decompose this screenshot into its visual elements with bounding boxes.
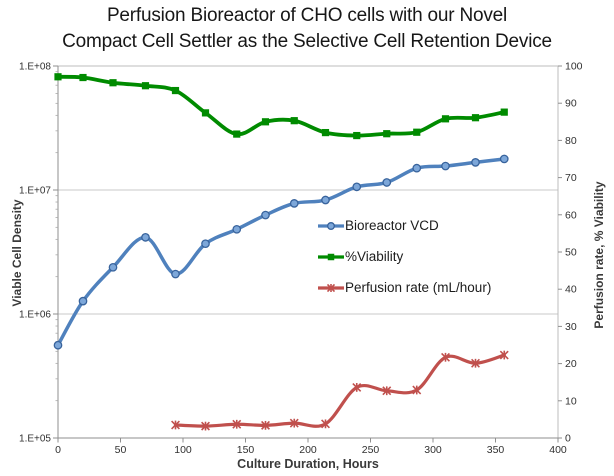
- svg-text:20: 20: [565, 358, 577, 370]
- svg-text:30: 30: [565, 321, 577, 333]
- svg-text:1.E+07: 1.E+07: [19, 186, 51, 197]
- legend-label-bioreactor-vcd: Bioreactor VCD: [345, 218, 439, 233]
- legend-label-perfusion-rate: Perfusion rate (mL/hour): [345, 280, 492, 295]
- legend-item-viability: %Viability: [318, 241, 491, 272]
- svg-text:400: 400: [549, 444, 567, 456]
- svg-text:150: 150: [237, 444, 255, 456]
- svg-text:40: 40: [565, 284, 577, 296]
- svg-text:50: 50: [115, 444, 127, 456]
- svg-text:10: 10: [565, 395, 577, 407]
- svg-text:100: 100: [565, 61, 583, 73]
- legend-item-bioreactor-vcd: Bioreactor VCD: [318, 210, 491, 241]
- svg-text:1.E+05: 1.E+05: [19, 434, 51, 445]
- svg-text:300: 300: [424, 444, 442, 456]
- chart-title: Perfusion Bioreactor of CHO cells with o…: [0, 3, 614, 54]
- svg-text:50: 50: [565, 247, 577, 259]
- svg-text:0: 0: [55, 444, 61, 456]
- x-axis-ticks: 0 50 100 150 200 250 300 350 400: [55, 438, 567, 456]
- legend-marker-viability: [318, 253, 344, 260]
- series-perfusion-rate-ml-hour-: [171, 350, 509, 431]
- right-axis-ticks: 0 10 20 30 40 50 60 70 80 90 100: [558, 61, 583, 445]
- svg-text:90: 90: [565, 98, 577, 110]
- svg-text:350: 350: [487, 444, 505, 456]
- legend: Bioreactor VCD %Viability Perfusion rate…: [318, 210, 491, 303]
- series-bioreactor-vcd: [53, 154, 509, 350]
- svg-text:100: 100: [174, 444, 192, 456]
- legend-marker-bioreactor-vcd: [318, 221, 344, 230]
- svg-text:1.E+06: 1.E+06: [19, 310, 51, 321]
- left-axis-title: Viable Cell Density: [10, 199, 24, 307]
- left-axis-ticks: 1.E+05 1.E+06 1.E+07 1.E+08: [19, 62, 58, 445]
- svg-text:250: 250: [362, 444, 380, 456]
- legend-item-perfusion-rate: Perfusion rate (mL/hour): [318, 272, 491, 303]
- svg-text:60: 60: [565, 209, 577, 221]
- svg-text:80: 80: [565, 135, 577, 147]
- svg-text:70: 70: [565, 172, 577, 184]
- legend-label-viability: %Viability: [345, 249, 404, 264]
- chart-title-line1: Perfusion Bioreactor of CHO cells with o…: [106, 5, 508, 26]
- gridlines: [58, 189, 558, 315]
- x-axis-title: Culture Duration, Hours: [237, 457, 379, 471]
- right-axis-title: Perfusion rate, % Viability: [592, 181, 606, 329]
- svg-text:1.E+08: 1.E+08: [19, 62, 51, 73]
- series--viability: [54, 73, 508, 140]
- svg-text:200: 200: [299, 444, 317, 456]
- legend-marker-perfusion-rate: [318, 283, 344, 292]
- chart-title-line2: Compact Cell Settler as the Selective Ce…: [62, 30, 552, 52]
- svg-text:0: 0: [565, 433, 571, 445]
